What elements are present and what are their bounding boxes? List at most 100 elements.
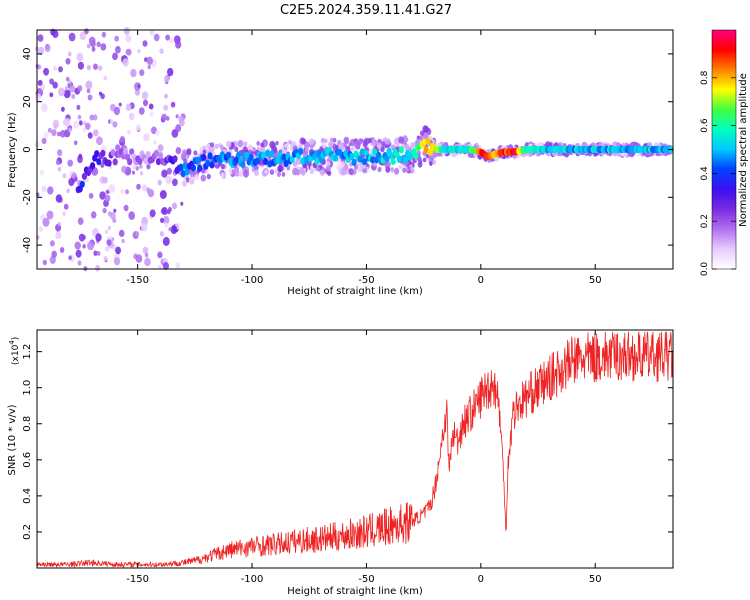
spectrogram-cell [162, 262, 169, 270]
spectrogram-cell [409, 166, 414, 172]
spectrogram-cell [392, 144, 396, 149]
spectrogram-cell [148, 103, 154, 110]
spectrogram-cell [243, 169, 249, 178]
spectrogram-cell [41, 103, 48, 113]
spectrogram-cell [135, 231, 140, 237]
spectrogram-cell [144, 257, 151, 267]
spectrogram-cell [159, 231, 165, 237]
spectrogram-cell [149, 111, 154, 117]
snr-y-tick-label: 0.6 [22, 452, 33, 468]
spectrogram-ridge-point [197, 164, 203, 172]
spectrogram-cell [78, 233, 85, 242]
spectrogram-cell [101, 31, 107, 38]
spectrogram-cell [243, 141, 248, 147]
spectrogram-cell [381, 141, 386, 147]
spectrogram-ridge-point [351, 158, 357, 166]
spectrogram-cell [119, 136, 126, 144]
spectrogram-cell [95, 264, 101, 272]
spectrogram-ridge-point [182, 162, 188, 170]
spectrogram-cell [200, 174, 207, 182]
spectrogram-cell [68, 32, 76, 42]
spectrogram-cell [153, 33, 160, 42]
spectrogram-cell [39, 169, 45, 176]
spectrogram-cell [143, 133, 150, 142]
spectrogram-cell [108, 184, 116, 194]
spectrogram-cell [147, 64, 151, 70]
spectrogram-cell [104, 229, 109, 235]
spectrogram-y-label: Frequency (Hz) [7, 112, 18, 188]
spectrogram-cell [146, 56, 153, 65]
spectrogram-cell [172, 178, 178, 187]
snr-panel: -150 -100 -50 0 50 0.2 0.4 0.6 0.8 1.0 1.2 Height… [7, 329, 674, 597]
spectrogram-ridge-point [244, 152, 250, 160]
spectrogram-cell [98, 65, 103, 71]
spectrogram-cell [64, 118, 71, 127]
spectrogram-ridge-point [190, 164, 197, 172]
spectrogram-cell [410, 142, 415, 148]
spectrogram-cell [43, 67, 50, 76]
spectrogram-y-tick-label: 40 [22, 48, 33, 61]
spectrogram-cell [327, 170, 332, 176]
snr-y-tick-label: 1.2 [22, 344, 33, 360]
spectrogram-cell [57, 149, 63, 157]
spectrogram-cell [167, 67, 174, 77]
spectrogram-cell [385, 138, 391, 145]
spectrogram-ridge-point [225, 151, 232, 159]
spectrogram-ridge-point [423, 146, 429, 154]
spectrogram-cell [52, 119, 60, 129]
spectrogram-cell [44, 44, 51, 53]
spectrogram-ridge-point [384, 155, 390, 163]
colorbar-ticks: 0.0 0.2 0.4 0.6 0.8 [700, 70, 736, 276]
spectrogram-cell [274, 168, 279, 174]
spectrogram-cell [118, 229, 125, 237]
spectrogram-ridge-point [421, 138, 427, 146]
spectrogram-cell [315, 166, 320, 172]
spectrogram-cell [161, 169, 168, 178]
spectrogram-cell [161, 207, 168, 215]
spectrogram-cell [100, 162, 105, 168]
spectrogram-cell [50, 240, 55, 247]
spectrogram-cell [333, 137, 337, 143]
spectrogram-cell [163, 216, 170, 225]
spectrogram-cell [77, 217, 84, 225]
snr-line [36, 331, 674, 569]
spectrogram-cell [96, 136, 103, 146]
spectrogram-y-tick-label: 20 [22, 95, 33, 108]
spectrogram-ridge-point [96, 158, 102, 166]
spectrogram-cell [76, 104, 81, 110]
spectrogram-cell [76, 52, 84, 62]
spectrogram-cell [57, 131, 61, 137]
spectrogram-cell [58, 66, 63, 73]
spectrogram-ridge-point [127, 158, 133, 166]
spectrogram-cell [135, 254, 143, 263]
spectrogram-cell [71, 93, 76, 100]
spectrogram-cell [385, 166, 391, 173]
spectrogram-cell [153, 140, 157, 145]
spectrogram-cell [275, 141, 279, 146]
spectrogram-cell [92, 114, 98, 121]
spectrogram-cell [77, 155, 83, 164]
spectrogram-cell [49, 78, 54, 85]
colorbar-tick-label: 0.6 [700, 118, 710, 133]
spectrogram-cell [74, 241, 81, 250]
spectrogram-ridge-point [390, 157, 396, 165]
spectrogram-cell [132, 170, 135, 175]
spectrogram-cell [210, 142, 215, 148]
spectrogram-cell [175, 147, 182, 155]
spectrogram-cell [115, 144, 121, 152]
spectrogram-ridge-point [298, 147, 304, 155]
spectrogram-cell [90, 40, 96, 48]
spectrogram-cell [157, 251, 163, 259]
spectrogram-cell [338, 169, 343, 175]
spectrogram-cell [98, 91, 103, 96]
spectrogram-cell [161, 113, 167, 121]
spectrogram-ridge-point [157, 152, 164, 160]
spectrogram-cell [338, 142, 345, 150]
spectrogram-cell [157, 179, 162, 186]
spectrogram-cell [142, 99, 149, 107]
spectrogram-cell [157, 144, 164, 152]
colorbar-frame [711, 29, 737, 270]
spectrogram-cell [163, 104, 169, 111]
spectrogram-cell [193, 150, 198, 156]
spectrogram-cell [43, 131, 49, 139]
